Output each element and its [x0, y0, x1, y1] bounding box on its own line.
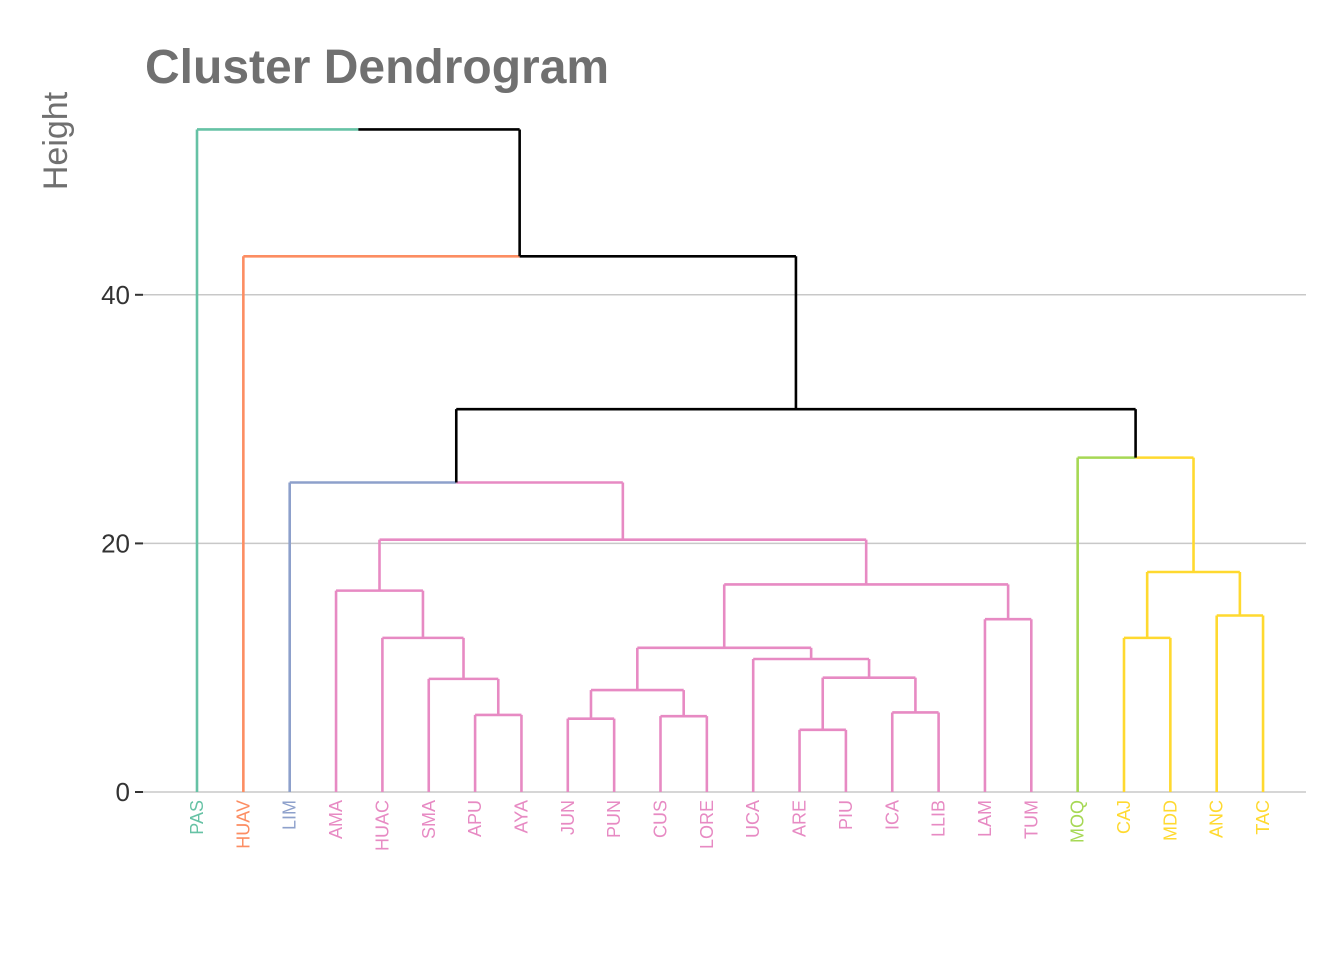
leaf-label-pas: PAS	[187, 800, 207, 835]
y-axis-label: Height	[37, 91, 75, 190]
y-tick-label-0: 0	[116, 777, 130, 807]
merge-20	[454, 407, 1137, 483]
leaf-label-ica: ICA	[882, 800, 902, 830]
merge-2	[659, 714, 709, 792]
leaf-label-lim: LIM	[280, 800, 300, 830]
leaf-label-caj: CAJ	[1114, 800, 1134, 834]
leaf-label-sma: SMA	[419, 800, 439, 839]
leaf-label-mdd: MDD	[1160, 800, 1180, 841]
merge-15	[722, 583, 1010, 648]
merge-7	[1215, 614, 1265, 792]
leaf-label-lam: LAM	[975, 800, 995, 837]
leaf-label-pun: PUN	[604, 800, 624, 838]
y-axis: 0 20 40	[101, 280, 143, 807]
merge-16	[378, 538, 868, 591]
leaf-label-tac: TAC	[1253, 800, 1273, 835]
merge-1	[566, 717, 616, 792]
leaf-label-moq: MOQ	[1068, 800, 1088, 843]
dendrogram-branches	[195, 128, 1265, 792]
y-tick-label-20: 20	[101, 528, 130, 558]
leaf-label-aya: AYA	[511, 800, 531, 833]
chart-title: Cluster Dendrogram	[145, 41, 609, 94]
merge-3	[798, 728, 848, 792]
leaf-label-anc: ANC	[1207, 800, 1227, 838]
merge-6	[1122, 636, 1172, 792]
leaf-label-uca: UCA	[743, 800, 763, 838]
merge-5	[983, 617, 1033, 792]
leaf-label-piu: PIU	[836, 800, 856, 830]
merge-13	[334, 589, 425, 792]
merge-19	[1076, 456, 1195, 792]
leaf-label-llib: LLIB	[929, 800, 949, 837]
leaf-label-are: ARE	[790, 800, 810, 837]
leaf-labels: PAS HUAV LIM AMA HUAC SMA APU AYA JUN PUN CUS LORE U…	[187, 800, 1273, 851]
leaf-label-jun: JUN	[558, 800, 578, 835]
merge-17	[288, 481, 625, 792]
merge-14	[636, 646, 813, 691]
leaf-label-apu: APU	[465, 800, 485, 837]
merge-18	[1145, 570, 1242, 638]
leaf-label-tum: TUM	[1021, 800, 1041, 839]
gridlines	[143, 294, 1306, 793]
merge-10	[821, 676, 917, 730]
merge-22	[195, 128, 521, 792]
merge-9	[589, 688, 685, 719]
leaf-label-huav: HUAV	[233, 800, 253, 849]
merge-4	[890, 711, 940, 792]
leaf-label-ama: AMA	[326, 800, 346, 839]
y-tick-label-40: 40	[101, 280, 130, 310]
merge-21	[242, 254, 798, 792]
merge-12	[751, 657, 871, 792]
leaf-label-huac: HUAC	[372, 800, 392, 851]
merge-8	[427, 677, 500, 792]
leaf-label-cus: CUS	[651, 800, 671, 838]
merge-0	[473, 713, 523, 792]
leaf-label-lore: LORE	[697, 800, 717, 849]
merge-11	[381, 636, 465, 792]
